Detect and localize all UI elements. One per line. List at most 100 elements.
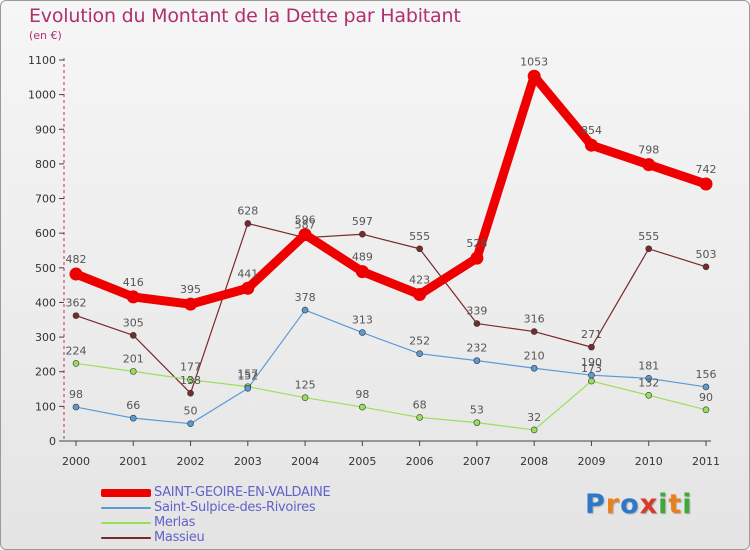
y-tick-label: 400 [35, 296, 56, 309]
data-point [301, 394, 309, 402]
data-point [359, 329, 366, 336]
data-label: 305 [123, 316, 144, 329]
data-label: 555 [409, 230, 430, 243]
data-label: 339 [466, 305, 487, 318]
data-point [702, 406, 710, 414]
data-label: 587 [295, 219, 316, 232]
y-tick-label: 200 [35, 366, 56, 379]
data-label: 210 [524, 349, 545, 362]
data-label: 378 [295, 291, 316, 304]
data-label: 232 [466, 342, 487, 355]
data-label: 854 [581, 124, 602, 137]
data-point [699, 177, 713, 191]
data-point [69, 267, 83, 281]
legend-swatch [101, 522, 151, 524]
data-label: 416 [123, 276, 144, 289]
data-point [244, 220, 252, 227]
legend-swatch [101, 489, 151, 497]
data-label: 132 [638, 376, 659, 389]
data-point [298, 228, 312, 242]
data-label: 125 [295, 379, 316, 392]
data-point [244, 385, 252, 392]
data-point [645, 375, 653, 382]
y-tick-label: 1100 [28, 54, 56, 67]
legend-swatch [101, 507, 151, 509]
data-label: 489 [352, 251, 373, 264]
data-label: 138 [180, 374, 201, 387]
data-point [129, 368, 137, 375]
data-point [187, 376, 194, 383]
data-label: 313 [352, 314, 373, 327]
data-point [702, 263, 710, 271]
data-label: 152 [237, 369, 258, 382]
data-label: 90 [699, 391, 713, 404]
data-label: 596 [295, 214, 316, 227]
data-point [416, 245, 423, 253]
legend-label: Merlas [154, 515, 196, 530]
y-tick-label: 1000 [28, 89, 56, 102]
legend-label: SAINT-GEOIRE-EN-VALDAINE [154, 485, 331, 500]
series-line [75, 222, 707, 394]
data-label: 628 [237, 204, 258, 217]
data-point [413, 287, 427, 301]
data-label: 68 [413, 398, 427, 411]
data-point [527, 69, 541, 83]
data-point [588, 343, 595, 351]
data-label: 482 [66, 253, 87, 266]
data-label: 50 [184, 405, 198, 418]
data-point [645, 245, 653, 253]
data-point [530, 328, 538, 335]
legend-label: Massieu [154, 530, 205, 545]
data-point [584, 138, 598, 152]
data-point [72, 360, 80, 367]
data-label: 98 [69, 388, 83, 401]
y-tick-label: 600 [35, 227, 56, 240]
legend-label: Saint-Sulpice-des-Rivoires [154, 500, 316, 515]
series-line [75, 309, 707, 425]
y-tick-label: 900 [35, 123, 56, 136]
series-line [71, 71, 711, 309]
x-tick-label: 2010 [635, 455, 663, 468]
y-tick-label: 0 [49, 435, 56, 448]
data-label: 441 [237, 267, 258, 280]
x-tick-label: 2011 [692, 455, 720, 468]
data-point [473, 320, 481, 327]
data-label: 503 [696, 248, 717, 261]
data-label: 742 [696, 163, 717, 176]
x-tick-label: 2004 [291, 455, 319, 468]
data-label: 362 [66, 297, 87, 310]
data-point [416, 414, 423, 421]
data-point [301, 306, 309, 314]
data-point [72, 403, 80, 411]
legend-swatch [101, 537, 151, 539]
x-tick-label: 2005 [348, 455, 376, 468]
data-point [241, 281, 255, 295]
data-point [473, 357, 481, 364]
y-tick-label: 800 [35, 158, 56, 171]
series-lines [71, 71, 711, 431]
data-point [129, 414, 137, 422]
data-label: 181 [638, 359, 659, 372]
data-label: 156 [696, 368, 717, 381]
data-point [470, 251, 484, 265]
data-point [126, 290, 140, 304]
y-tick-label: 100 [35, 400, 56, 413]
data-point [355, 265, 369, 279]
x-tick-label: 2006 [406, 455, 434, 468]
data-label: 98 [355, 388, 369, 401]
x-tick-label: 2000 [62, 455, 90, 468]
x-tick-label: 2001 [119, 455, 147, 468]
data-label: 798 [638, 144, 659, 157]
data-label: 271 [581, 328, 602, 341]
series-line [75, 362, 707, 431]
data-point [530, 426, 538, 434]
data-label: 190 [581, 356, 602, 369]
axes: 0 100 200 300 400 500 600 700 800 900 1000 1100 2000… [28, 54, 720, 468]
y-tick-label: 500 [35, 262, 56, 275]
data-label: 316 [524, 313, 545, 326]
data-label: 66 [126, 399, 140, 412]
data-point [187, 389, 194, 397]
series-points [69, 69, 713, 434]
x-tick-label: 2009 [577, 455, 605, 468]
